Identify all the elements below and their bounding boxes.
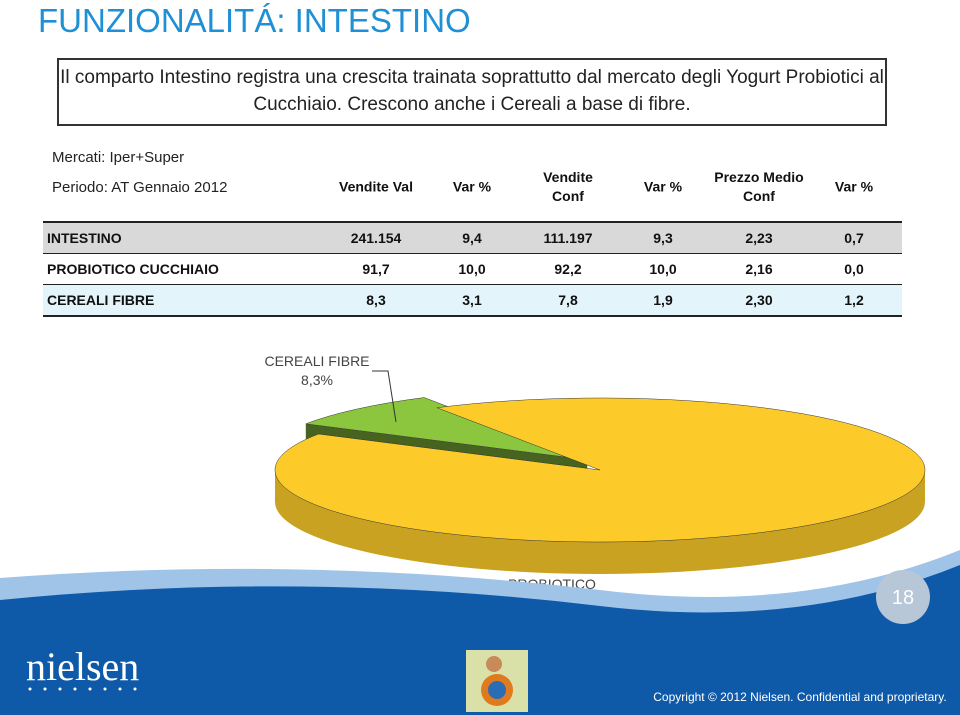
column-header: Var % (834, 178, 874, 195)
cell: 0,7 (844, 230, 864, 246)
cell: 2,30 (745, 292, 773, 308)
footer-band (0, 560, 960, 715)
cell: 10,0 (649, 261, 677, 277)
cell: 8,3 (366, 292, 386, 308)
page-badge (876, 570, 930, 624)
period: Periodo: AT Gennaio 2012 (52, 179, 228, 196)
cell: 9,3 (653, 230, 673, 246)
row-label: CEREALI FIBRE (47, 292, 155, 308)
logo-dots (28, 687, 137, 691)
slide-title: FUNZIONALITÁ: INTESTINO (38, 2, 471, 39)
slice-value: 8,3% (301, 372, 333, 388)
icon (466, 650, 528, 712)
column-header: Vendite Val (339, 178, 413, 195)
cell: 91,7 (362, 261, 390, 277)
table-row: INTESTINO 241.154 9,4 111.197 9,3 2,23 0,7 (43, 223, 902, 255)
cell: 10,0 (458, 261, 486, 277)
row-label: INTESTINO (47, 230, 122, 246)
cell: 241.154 (350, 230, 402, 246)
cell: 2,16 (745, 261, 773, 277)
table-row: CEREALI FIBRE 8,3 3,1 7,8 1,9 2,30 1,2 (43, 285, 902, 317)
column-header: Var % (643, 178, 683, 195)
pie-side (275, 470, 925, 574)
slice-label: CEREALI FIBRE 8,3% (257, 352, 377, 390)
cell: 1,2 (844, 292, 864, 308)
cell: 1,9 (653, 292, 673, 308)
column-header: Var % (452, 178, 492, 195)
column-header: Prezzo Medio Conf (714, 169, 804, 204)
callout: Il comparto Intestino registra una cresc… (57, 58, 887, 126)
column-header: Vendite Conf (543, 169, 593, 204)
cell: 0,0 (844, 261, 864, 277)
pie-slice (274, 397, 926, 543)
cell: 92,2 (554, 261, 582, 277)
cell: 3,1 (462, 292, 482, 308)
slice-category: CEREALI FIBRE (264, 353, 370, 369)
logo: nielsen (26, 644, 139, 689)
page-number: 18 (892, 587, 914, 609)
leader-line (372, 370, 397, 423)
header-rule (43, 221, 902, 223)
cell: 2,23 (745, 230, 773, 246)
pie-slice (305, 397, 588, 461)
cell: 9,4 (462, 230, 482, 246)
cell: 111.197 (543, 230, 593, 246)
markets: Mercati: Iper+Super (52, 149, 185, 166)
footer-wave (0, 550, 960, 613)
row-label: PROBIOTICO CUCCHIAIO (47, 261, 219, 277)
copyright: Copyright © 2012 Nielsen. Confidential a… (653, 690, 946, 704)
cell: 7,8 (558, 292, 578, 308)
